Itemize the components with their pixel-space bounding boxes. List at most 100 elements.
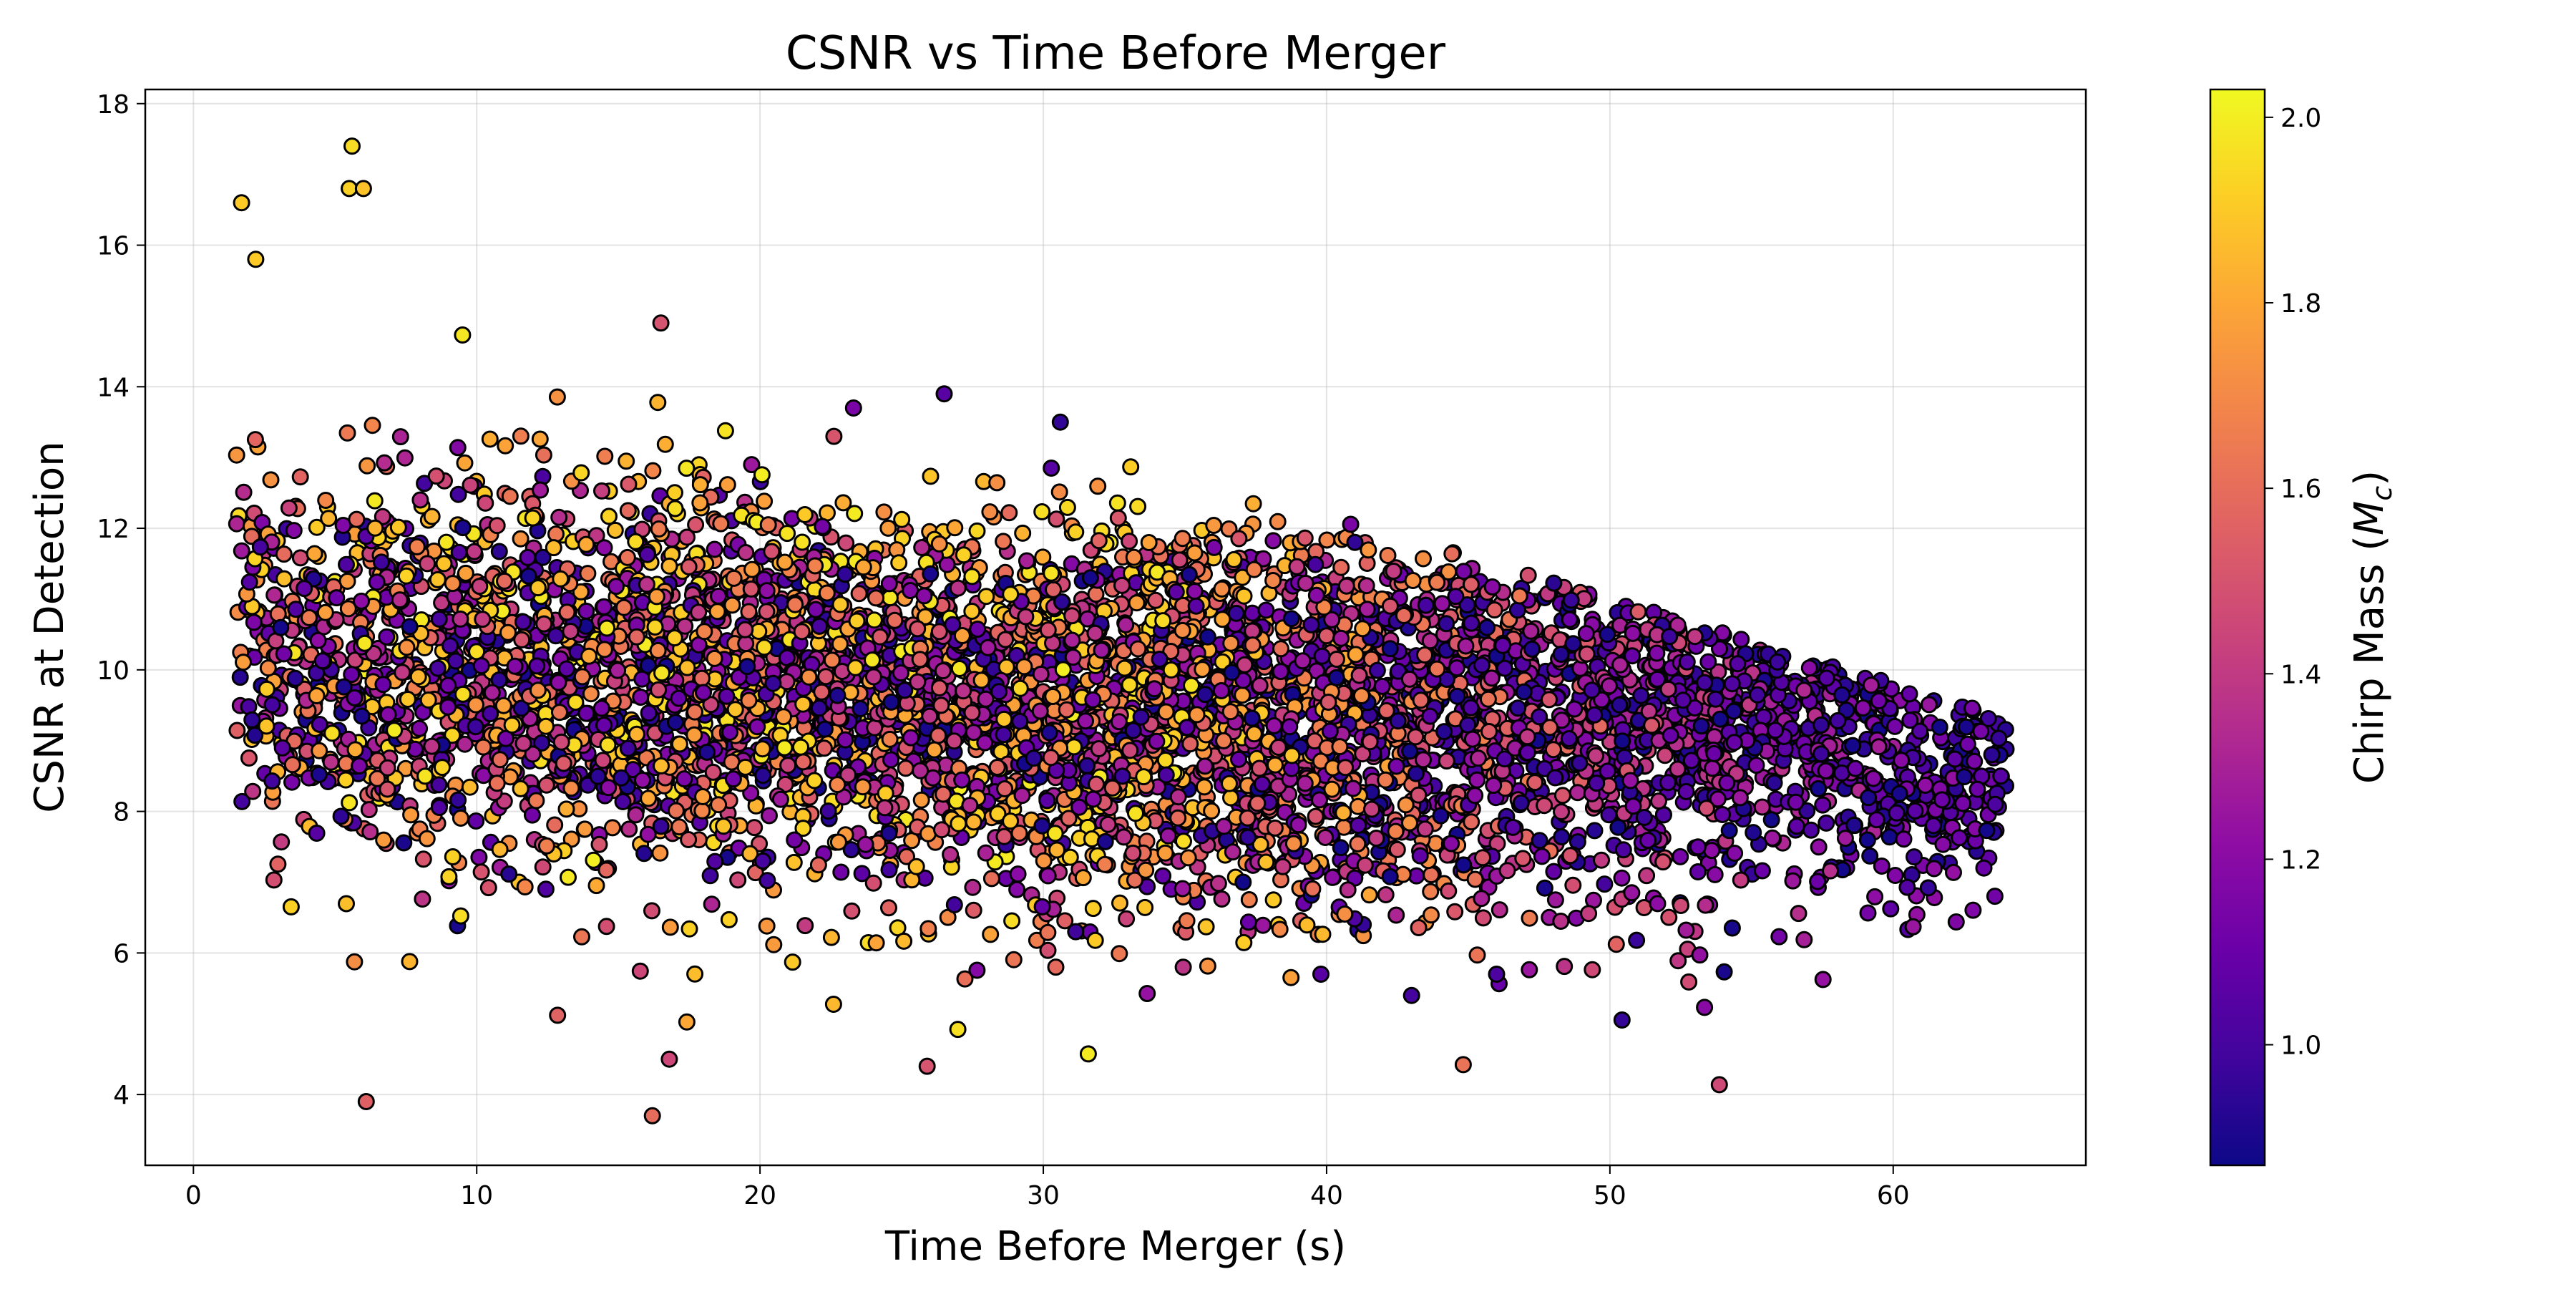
scatter-point [978,845,993,860]
scatter-point [1389,908,1404,923]
scatter-point [1297,776,1312,791]
scatter-point [1048,960,1063,975]
scatter-point [1439,754,1454,769]
scatter-point [1411,921,1426,936]
scatter-point [970,523,985,538]
scatter-point [1811,840,1826,855]
scatter-point [525,807,540,822]
scatter-point [777,555,792,570]
scatter-point [1455,1057,1470,1072]
scatter-point [658,437,673,452]
scatter-point [1991,731,2006,746]
scatter-point [1639,868,1654,883]
scatter-point [947,520,962,535]
scatter-point [882,900,897,915]
scatter-point [1463,577,1478,592]
scatter-point [455,328,470,343]
scatter-point [1907,850,1922,865]
scatter-point [1952,830,1967,845]
scatter-point [357,636,372,651]
scatter-point [1241,915,1256,930]
scatter-point [1860,905,1875,921]
scatter-point [1336,805,1351,820]
scatter-point [704,897,719,912]
scatter-point [1674,898,1689,913]
scatter-point [395,665,410,680]
scatter-point [1661,775,1676,790]
scatter-point [1670,762,1685,777]
scatter-point [1085,901,1101,916]
scatter-point [745,562,760,577]
scatter-point [747,820,762,835]
scatter-point [1272,922,1287,937]
scatter-point [620,550,635,565]
scatter-point [1456,858,1471,873]
scatter-point [628,807,643,822]
scatter-point [635,773,650,788]
scatter-point [1346,781,1361,796]
scatter-point [513,531,528,546]
scatter-point [1138,900,1153,915]
scatter-point [1035,505,1050,520]
scatter-point [1126,550,1141,565]
scatter-point [1690,865,1705,880]
scatter-point [517,880,532,895]
scatter-point [1080,1046,1096,1062]
scatter-point [498,438,513,453]
scatter-point [1350,836,1365,851]
scatter-point [1423,884,1438,899]
scatter-point [453,811,468,826]
scatter-point [453,908,468,923]
scatter-point [579,537,594,552]
scatter-point [1523,623,1538,638]
scatter-point [721,912,736,927]
scatter-point [1013,681,1028,696]
scatter-point [281,500,296,515]
scatter-point [1528,775,1543,790]
scatter-point [233,670,248,685]
scatter-point [318,493,333,508]
scatter-point [1532,833,1547,848]
scatter-point [637,846,652,861]
scatter-point [1756,709,1771,724]
scatter-point [1111,510,1126,525]
scatter-point [1348,647,1363,662]
scatter-point [1882,830,1897,845]
scatter-point [1131,499,1146,514]
scatter-point [1236,588,1252,603]
scatter-point [1040,793,1055,808]
scatter-point [1224,790,1239,805]
scatter-point [419,831,434,846]
scatter-point [1439,616,1454,631]
scatter-point [798,918,813,933]
scatter-point [1256,918,1271,933]
scatter-point [1445,546,1460,561]
scatter-point [826,429,841,444]
scatter-point [1522,962,1537,977]
scatter-point [1266,573,1281,588]
scatter-point [1101,817,1116,832]
scatter-point [236,485,251,500]
scatter-point [1679,784,1694,799]
scatter-point [869,591,884,606]
scatter-point [1676,693,1691,708]
scatter-point [1176,834,1191,849]
scatter-point [599,863,614,878]
scatter-point [680,660,695,675]
scatter-point [731,873,746,888]
scatter-point [663,920,678,935]
scatter-point [679,1014,694,1029]
scatter-point [553,571,568,586]
scatter-point [536,447,551,462]
scatter-point [1305,881,1320,896]
scatter-point [974,673,989,688]
scatter-point [1767,775,1782,790]
scatter-point [339,896,354,911]
scatter-point [445,850,460,865]
scatter-point [668,485,683,500]
scatter-point [718,423,733,438]
scatter-point [1382,869,1397,884]
scatter-point [1350,799,1365,814]
scatter-point [819,669,834,684]
scatter-point [931,728,946,743]
